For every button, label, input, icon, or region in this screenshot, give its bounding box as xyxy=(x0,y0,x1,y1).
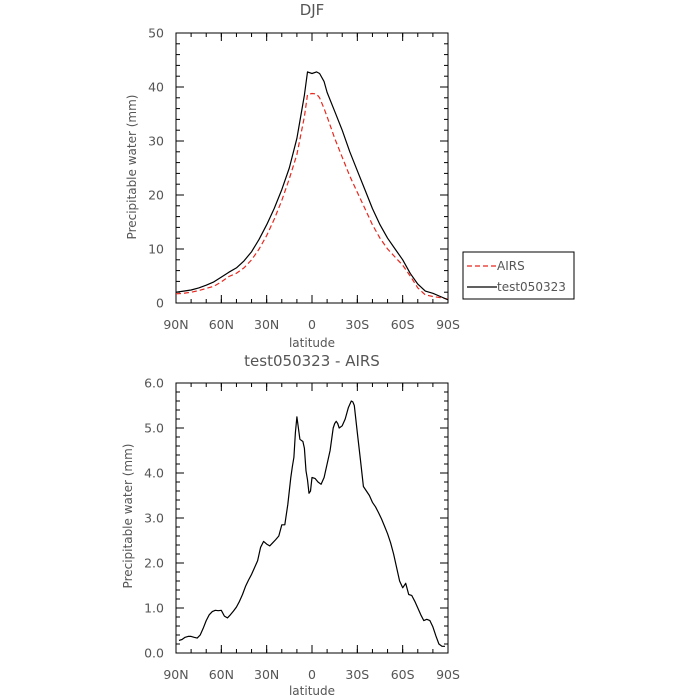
x-tick-label: 60S xyxy=(391,667,415,682)
y-tick-label: 5.0 xyxy=(144,421,164,436)
y-tick-label: 2.0 xyxy=(144,556,164,571)
x-tick-label: 90S xyxy=(436,317,460,332)
legend-label-airs: AIRS xyxy=(497,259,525,273)
legend-box xyxy=(462,251,575,300)
x-tick-label: 90N xyxy=(163,317,188,332)
x-tick-label: 0 xyxy=(308,667,316,682)
x-tick-label: 30S xyxy=(345,667,369,682)
chart-title: DJF xyxy=(300,1,325,19)
legend-label-test050323: test050323 xyxy=(497,280,566,294)
y-tick-label: 0 xyxy=(156,296,164,311)
x-axis-label: latitude xyxy=(289,684,335,698)
plot-area: 90N 60N 30N 0 30S 60S 90S 0.0 1.0 2.0 3.0 4.0 5.0 6.0 xyxy=(144,376,460,683)
x-tick-label: 0 xyxy=(308,317,316,332)
y-tick-label: 10 xyxy=(148,242,164,257)
x-tick-label: 30S xyxy=(345,317,369,332)
series-line-difference xyxy=(178,400,445,647)
y-tick-label: 40 xyxy=(148,80,164,95)
y-tick-label: 6.0 xyxy=(144,376,164,391)
plot-frame xyxy=(175,382,449,654)
y-tick-label: 1.0 xyxy=(144,601,164,616)
x-axis-label: latitude xyxy=(289,336,335,350)
series-line-airs xyxy=(175,92,449,300)
x-tick-label: 30N xyxy=(254,317,279,332)
y-tick-label: 30 xyxy=(148,134,164,149)
y-tick-label: 3.0 xyxy=(144,511,164,526)
x-tick-label: 60N xyxy=(209,317,234,332)
x-tick-label: 90N xyxy=(163,667,188,682)
x-tick-label: 60S xyxy=(391,317,415,332)
y-tick-label: 4.0 xyxy=(144,466,164,481)
x-tick-label: 30N xyxy=(254,667,279,682)
y-tick-label: 20 xyxy=(148,188,164,203)
series-line-test050323 xyxy=(175,71,449,301)
y-tick-label: 50 xyxy=(148,26,164,41)
y-tick-label: 0.0 xyxy=(144,646,164,661)
plot-area: 90N 60N 30N 0 30S 60S 90S 0 10 20 30 40 50 xyxy=(148,26,460,333)
difference-panel: test050323 - AIRS Precipitable water (mm… xyxy=(121,352,460,698)
y-axis-label: Precipitable water (mm) xyxy=(121,444,135,589)
chart-title: test050323 - AIRS xyxy=(244,352,380,370)
djf-panel: DJF Precipitable water (mm) latitude 90N… xyxy=(125,1,575,350)
y-axis-label: Precipitable water (mm) xyxy=(125,95,139,240)
x-tick-label: 90S xyxy=(436,667,460,682)
legend: AIRS test050323 xyxy=(462,251,575,300)
x-tick-label: 60N xyxy=(209,667,234,682)
